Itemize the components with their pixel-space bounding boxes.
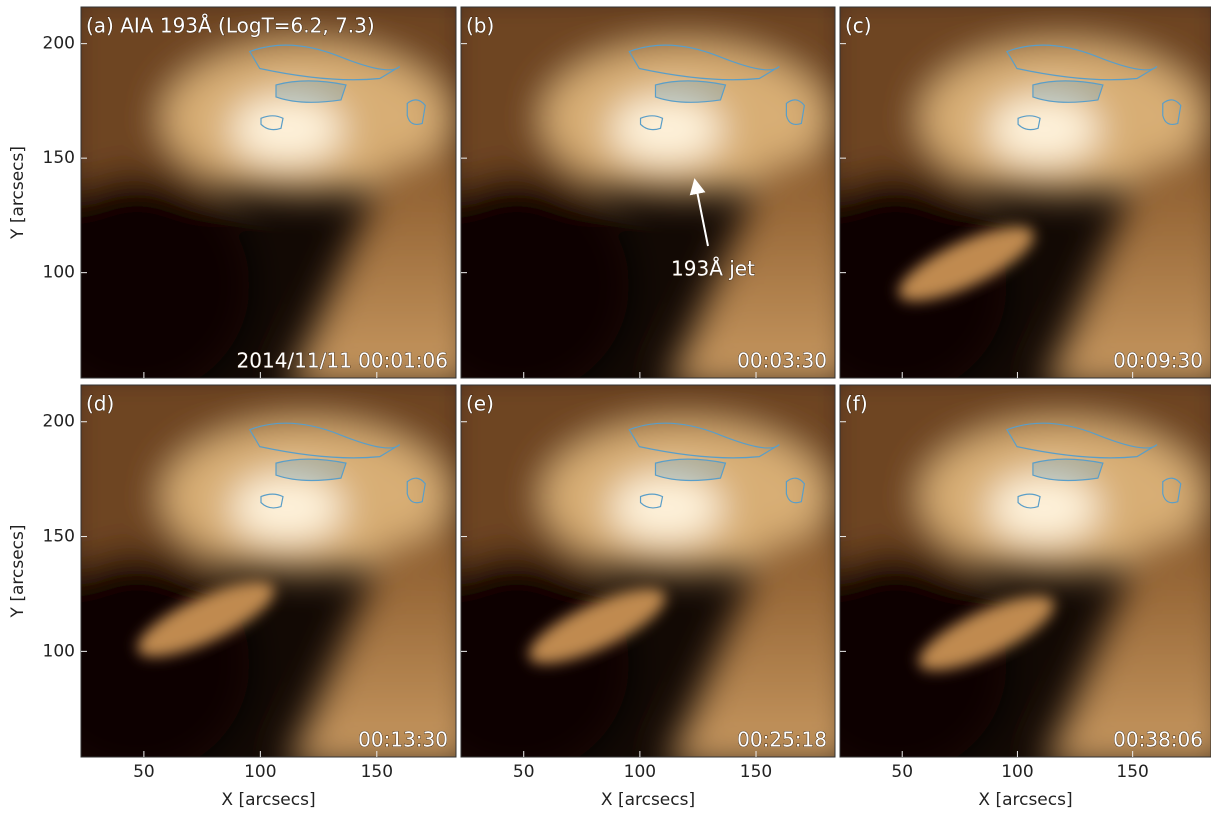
- dark-region: [25, 552, 250, 775]
- x-tick-label: 50: [891, 762, 913, 782]
- dark-region: [25, 174, 250, 397]
- timestamp: 00:25:18: [737, 728, 827, 752]
- bright-core: [988, 474, 1099, 541]
- panel-label: (d): [86, 392, 114, 416]
- y-tick-label: 150: [43, 527, 75, 547]
- panel-label: (e): [466, 392, 494, 416]
- y-tick-label: 100: [43, 263, 75, 283]
- panel: [405, 365, 855, 776]
- y-axis-label: Y [arcsecs]: [8, 146, 28, 240]
- panel-label: (f): [845, 392, 868, 416]
- x-axis-label: X [arcsecs]: [601, 790, 695, 810]
- x-tick-label: 150: [740, 762, 772, 782]
- x-tick-label: 100: [1001, 762, 1033, 782]
- x-axis-label: X [arcsecs]: [978, 790, 1072, 810]
- figure: 100 150 200 (a) AIA 193Å (LogT=6.2, 7.3) 201…: [0, 0, 1211, 813]
- timestamp: 2014/11/11 00:01:06: [237, 349, 448, 373]
- panel-label: (c): [845, 14, 872, 38]
- y-axis-label: Y [arcsecs]: [8, 525, 28, 619]
- panel: [784, 365, 1211, 776]
- bright-core: [231, 96, 344, 163]
- timestamp: 00:09:30: [1113, 349, 1203, 373]
- x-tick-label: 50: [133, 762, 155, 782]
- y-tick-label: 200: [43, 412, 75, 432]
- y-tick-label: 100: [43, 641, 75, 661]
- timestamp: 00:13:30: [358, 728, 448, 752]
- panel: [784, 0, 1211, 397]
- panel: [25, 0, 476, 397]
- y-tick-label: 200: [43, 34, 75, 54]
- panel: [25, 365, 476, 776]
- bright-core: [611, 474, 723, 541]
- bright-core: [611, 96, 723, 163]
- panel: [405, 0, 855, 397]
- contour: [276, 81, 346, 102]
- x-tick-label: 150: [1116, 762, 1148, 782]
- x-tick-label: 100: [624, 762, 656, 782]
- bright-core: [988, 96, 1099, 163]
- contour: [1033, 81, 1103, 102]
- panel-label: (b): [466, 14, 494, 38]
- annotation: 193Å jet: [671, 257, 755, 281]
- contour: [655, 81, 725, 102]
- y-tick-label: 150: [43, 148, 75, 168]
- contour: [655, 459, 725, 480]
- x-tick-label: 150: [361, 762, 393, 782]
- x-tick-label: 50: [513, 762, 535, 782]
- panel-label: (a) AIA 193Å (LogT=6.2, 7.3): [86, 14, 375, 38]
- contour: [1033, 459, 1103, 480]
- timestamp: 00:38:06: [1113, 728, 1203, 752]
- bright-core: [231, 474, 344, 541]
- contour: [276, 459, 346, 480]
- x-axis-label: X [arcsecs]: [221, 790, 315, 810]
- timestamp: 00:03:30: [737, 349, 827, 373]
- x-tick-label: 100: [244, 762, 276, 782]
